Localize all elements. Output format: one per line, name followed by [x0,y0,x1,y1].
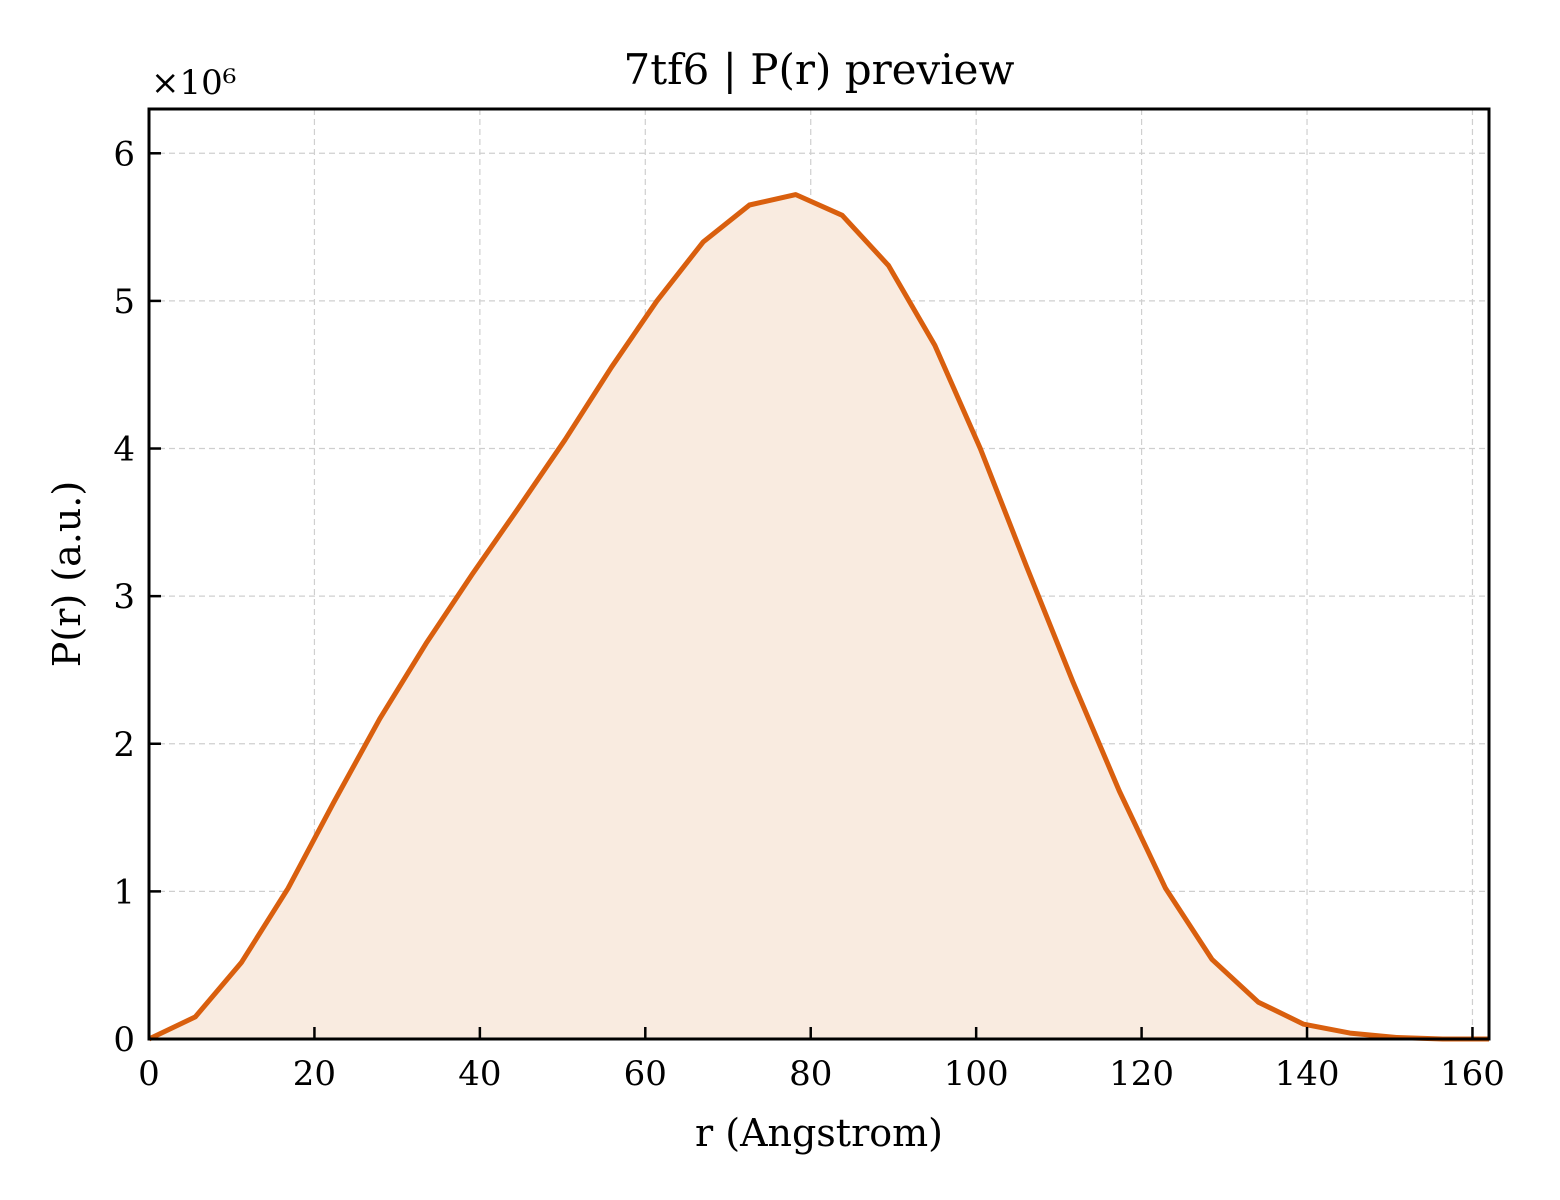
y-tick-label: 0 [113,1020,135,1060]
y-tick-label: 5 [113,282,135,322]
y-tick-label: 3 [113,577,135,617]
x-tick-label: 160 [1440,1054,1505,1094]
x-tick-label: 20 [293,1054,336,1094]
y-tick-label: 1 [113,872,135,912]
x-axis-label: r (Angstrom) [695,1111,943,1155]
chart-title: 7tf6 | P(r) preview [624,45,1015,94]
x-tick-label: 0 [138,1054,160,1094]
x-tick-label: 100 [944,1054,1009,1094]
x-tick-label: 80 [789,1054,832,1094]
pr-line [147,192,1489,1042]
y-tick-label: 6 [113,134,135,174]
y-tick-label: 4 [113,430,135,470]
pr-area-fill [149,194,1489,1040]
y-axis-label: P(r) (a.u.) [45,481,89,667]
x-tick-label: 60 [624,1054,667,1094]
x-tick-label: 120 [1109,1054,1174,1094]
y-multiplier-label: ×10⁶ [151,63,236,103]
x-tick-label: 140 [1275,1054,1340,1094]
y-tick-label: 2 [113,725,135,765]
x-tick-label: 40 [458,1054,501,1094]
plot-frame [147,107,1491,1041]
ticks: 0 20 40 60 80 100 120 140 160 0 1 2 3 4 5 6 [113,134,1505,1094]
